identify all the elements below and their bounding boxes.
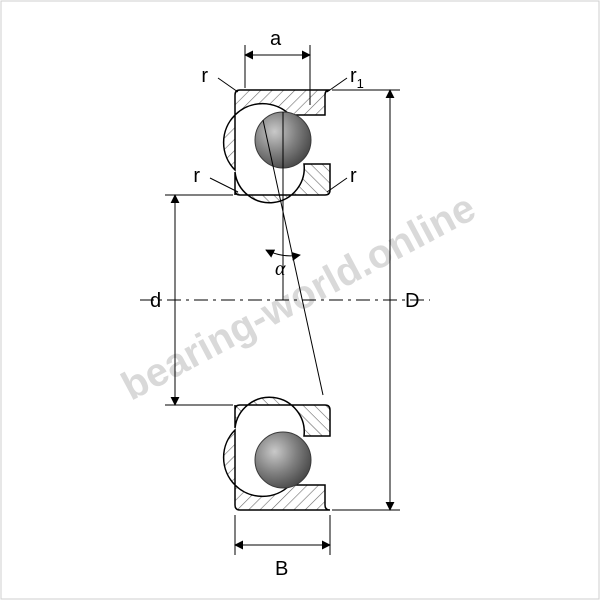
- label-r-inner-left: r: [193, 165, 200, 187]
- label-B: B: [275, 558, 288, 580]
- ball-bottom: [255, 432, 311, 488]
- label-D: D: [405, 290, 419, 312]
- leader-r-inner-left: [210, 178, 238, 192]
- label-a: a: [270, 28, 282, 50]
- dimension-B: [235, 515, 330, 555]
- leader-r-outer-top: [218, 78, 238, 92]
- label-alpha: α: [275, 258, 286, 280]
- label-r1: r1: [350, 65, 364, 91]
- inner-ring-bottom: [235, 397, 330, 436]
- label-d: d: [150, 290, 161, 312]
- label-r-inner-right: r: [350, 165, 357, 187]
- watermark: bearing-world.online: [115, 186, 483, 410]
- label-r-outer-top: r: [201, 65, 208, 87]
